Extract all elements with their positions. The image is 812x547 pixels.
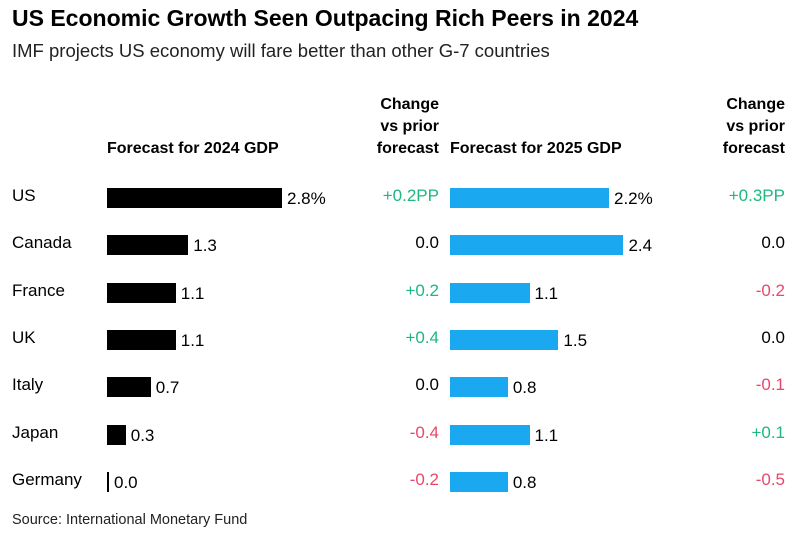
value-label-2024-france: 1.1 bbox=[180, 283, 205, 303]
value-label-2025-italy: 0.8 bbox=[512, 378, 537, 398]
change-label-2025-us: +0.3PP bbox=[728, 186, 785, 205]
change-label-2024-france: +0.2 bbox=[405, 280, 439, 300]
header-change-2024: Change vs prior forecast bbox=[377, 94, 439, 160]
bar-2024-france bbox=[107, 282, 176, 303]
header-change-2025-line3: forecast bbox=[722, 140, 785, 157]
change-label-2025-uk: 0.0 bbox=[761, 327, 785, 347]
header-change-2025: Change vs prior forecast bbox=[723, 94, 785, 160]
change-label-2025-germany: -0.5 bbox=[755, 469, 785, 489]
value-label-2025-france: 1.1 bbox=[534, 283, 559, 303]
row-label-germany: Germany bbox=[12, 469, 82, 489]
value-label-2025-uk: 1.5 bbox=[563, 330, 588, 350]
bar-2025-japan bbox=[450, 424, 530, 445]
change-label-2024-italy: 0.0 bbox=[415, 375, 439, 395]
bar-2025-italy bbox=[450, 377, 508, 398]
change-label-2024-canada: 0.0 bbox=[415, 233, 439, 253]
header-change-2024-line2: vs prior bbox=[380, 118, 439, 135]
row-label-japan: Japan bbox=[12, 422, 59, 442]
change-label-2025-france: -0.2 bbox=[755, 280, 785, 300]
bar-2024-us bbox=[107, 188, 282, 208]
bar-2025-uk bbox=[450, 329, 559, 350]
bar-2024-japan bbox=[107, 424, 126, 445]
change-label-2024-japan: -0.4 bbox=[409, 422, 439, 442]
value-label-2024-japan: 0.3 bbox=[130, 425, 155, 445]
value-label-2024-italy: 0.7 bbox=[155, 378, 180, 398]
value-label-2024-germany: 0.0 bbox=[114, 472, 138, 492]
value-label-2025-us: 2.2% bbox=[614, 189, 653, 208]
chart-title: US Economic Growth Seen Outpacing Rich P… bbox=[12, 5, 639, 31]
header-change-2025-line1: Change bbox=[726, 96, 785, 113]
value-label-2025-canada: 2.4 bbox=[628, 236, 653, 256]
source-note: Source: International Monetary Fund bbox=[12, 512, 248, 528]
header-change-2024-line1: Change bbox=[380, 96, 439, 113]
change-label-2025-canada: 0.0 bbox=[761, 233, 785, 253]
bar-2024-uk bbox=[107, 329, 176, 350]
bar-2024-italy bbox=[107, 377, 151, 398]
row-label-france: France bbox=[12, 280, 65, 300]
bar-2024-canada bbox=[107, 235, 189, 256]
header-forecast-2025: Forecast for 2025 GDP bbox=[450, 140, 622, 157]
header-change-2024-line3: forecast bbox=[376, 140, 439, 157]
bar-2025-us bbox=[450, 188, 609, 208]
change-label-2024-uk: +0.4 bbox=[405, 327, 439, 347]
change-label-2025-italy: -0.1 bbox=[755, 375, 785, 395]
value-label-2024-us: 2.8% bbox=[287, 189, 326, 208]
change-label-2024-us: +0.2PP bbox=[382, 186, 439, 205]
header-forecast-2024: Forecast for 2024 GDP bbox=[107, 140, 279, 157]
bar-2024-germany bbox=[107, 471, 109, 492]
row-label-italy: Italy bbox=[12, 375, 44, 395]
value-label-2025-japan: 1.1 bbox=[534, 425, 559, 445]
value-label-2025-germany: 0.8 bbox=[512, 472, 537, 492]
row-label-canada: Canada bbox=[12, 233, 72, 253]
bar-2025-germany bbox=[450, 471, 508, 492]
change-label-2024-germany: -0.2 bbox=[409, 469, 439, 489]
bar-2025-canada bbox=[450, 235, 624, 256]
value-label-2024-canada: 1.3 bbox=[193, 236, 217, 256]
chart-subtitle: IMF projects US economy will fare better… bbox=[12, 40, 550, 61]
bar-2025-france bbox=[450, 282, 530, 303]
row-label-us: US bbox=[12, 186, 36, 205]
change-label-2025-japan: +0.1 bbox=[751, 422, 785, 442]
row-label-uk: UK bbox=[12, 327, 36, 347]
header-change-2025-line2: vs prior bbox=[726, 118, 785, 135]
value-label-2024-uk: 1.1 bbox=[180, 330, 205, 350]
